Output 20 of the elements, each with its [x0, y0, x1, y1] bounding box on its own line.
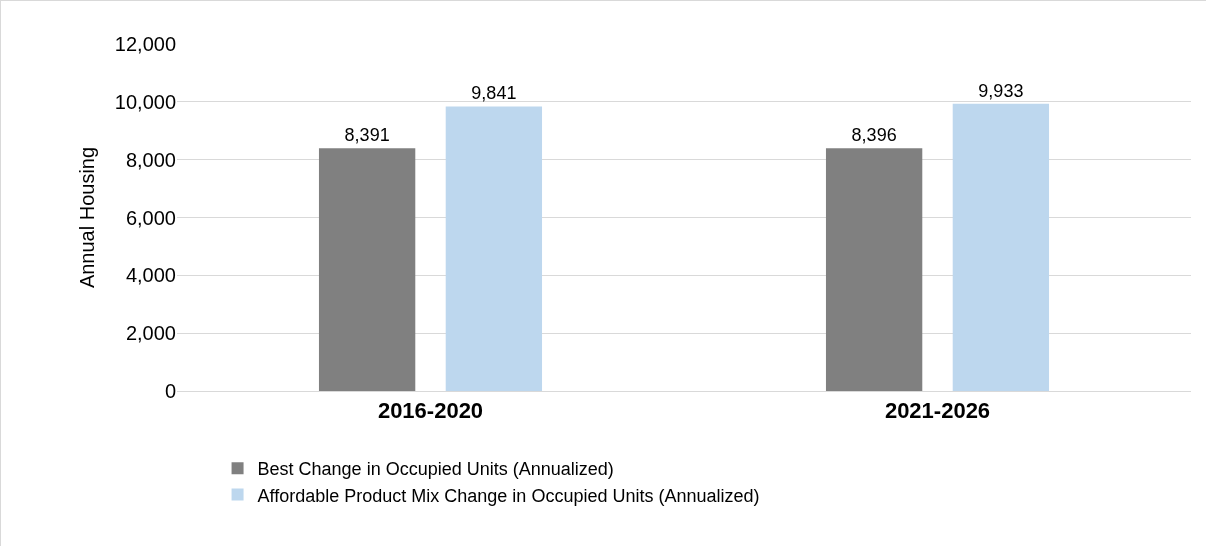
bar — [825, 148, 923, 391]
y-tick-label: 4,000 — [125, 264, 176, 287]
x-tick-label: 2016-2020 — [377, 398, 484, 424]
y-tick-label: 12,000 — [114, 33, 176, 55]
data-label: 8,396 — [851, 125, 897, 146]
data-label: 9,933 — [978, 80, 1024, 101]
data-label: 9,841 — [471, 83, 517, 104]
y-tick-label: 0 — [164, 380, 176, 402]
y-tick-label: 10,000 — [114, 90, 176, 113]
x-tick-label: 2021-2026 — [884, 398, 991, 424]
bar — [445, 106, 543, 391]
legend-label: Affordable Product Mix Change in Occupied Units (Annualized) — [257, 485, 760, 506]
y-axis-title: Annual Housing — [76, 146, 99, 289]
y-tick-label: 8,000 — [125, 148, 176, 171]
y-tick-label: 2,000 — [125, 322, 176, 345]
legend-label: Best Change in Occupied Units (Annualized) — [257, 459, 614, 480]
bar — [952, 103, 1050, 391]
data-label: 8,391 — [344, 125, 390, 146]
y-tick-label: 6,000 — [125, 206, 176, 229]
bar — [318, 148, 416, 391]
